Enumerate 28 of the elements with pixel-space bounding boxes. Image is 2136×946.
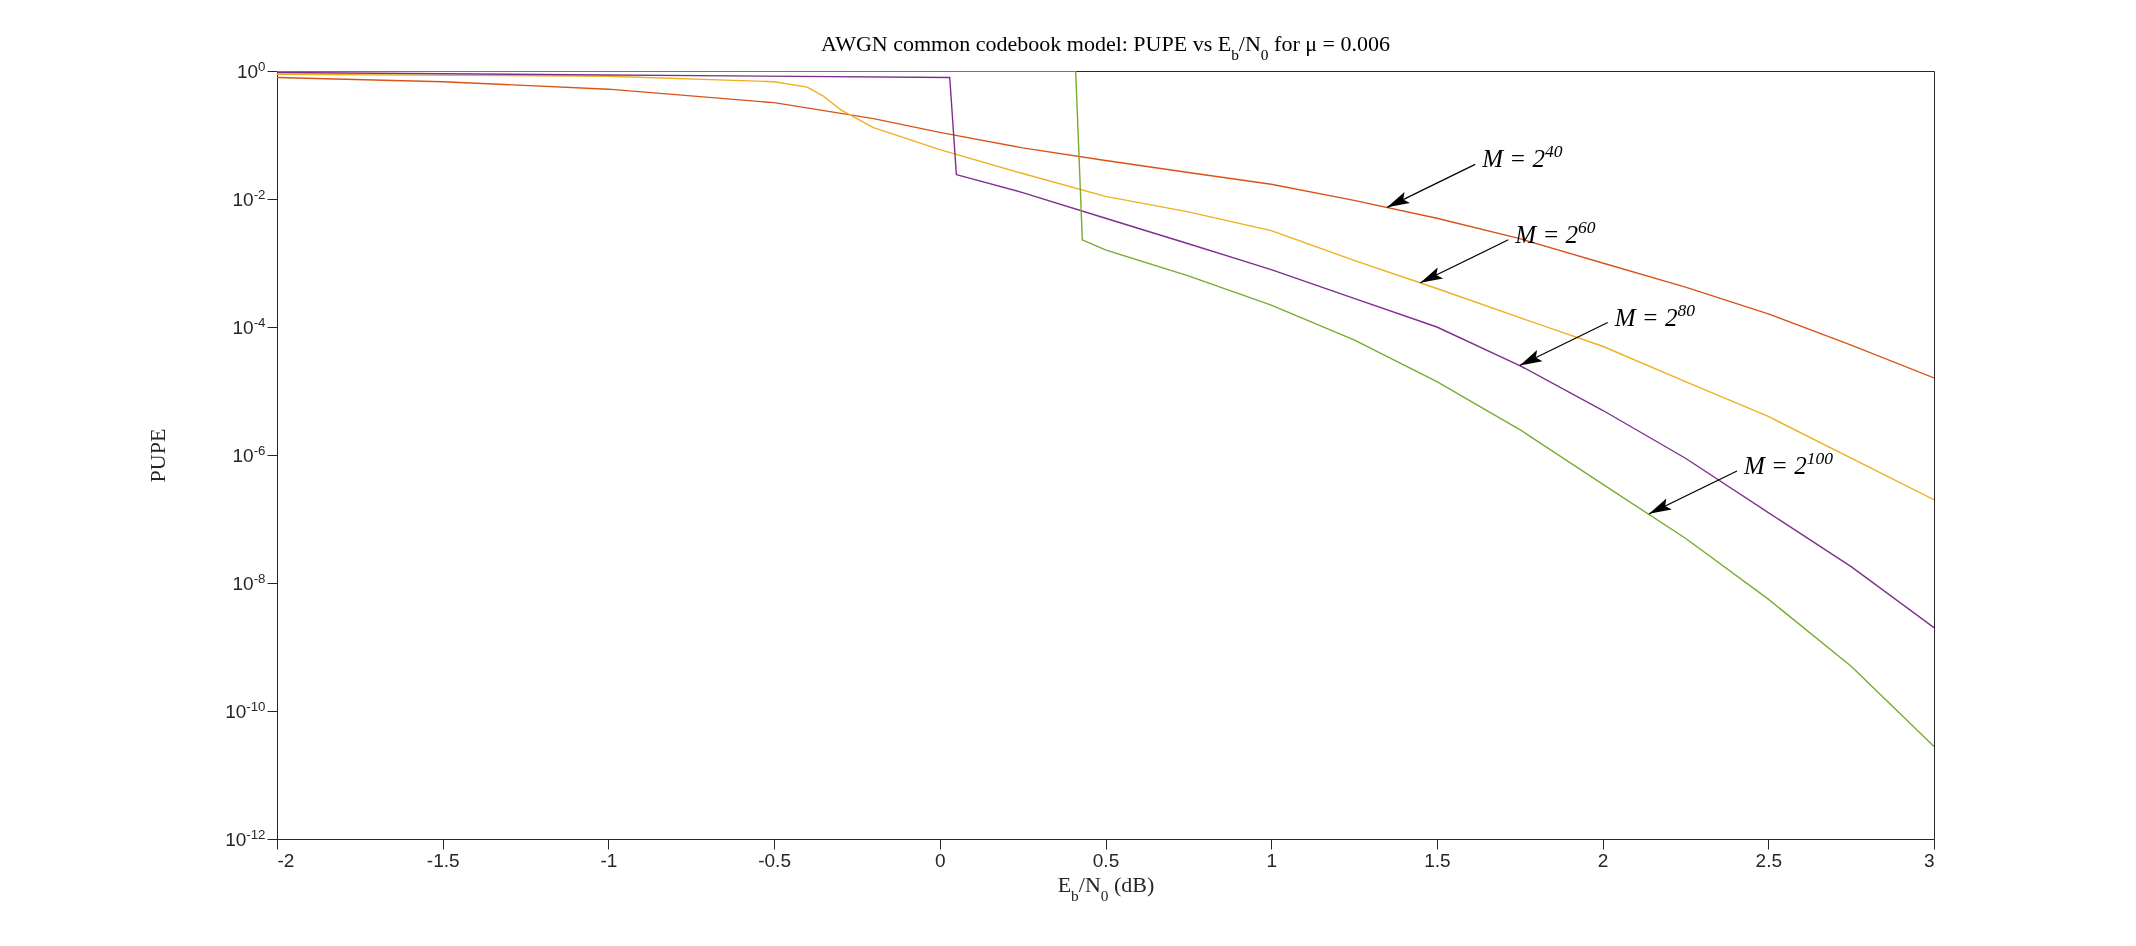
y-axis-title: PUPE xyxy=(145,428,171,483)
annotation: M = 2$^{40}$ xyxy=(1481,141,1563,173)
line-series xyxy=(277,76,1934,379)
x-tick-label: 0 xyxy=(935,849,946,871)
annotation: M = 2$^{100}$ xyxy=(1743,447,1834,479)
x-tick-label: -1 xyxy=(600,849,618,871)
annotation: M = 2$^{80}$ xyxy=(1613,299,1696,331)
y-tick-label: 10$^{-10}$ xyxy=(225,698,266,722)
chart-title: AWGN common codebook model: PUPE vs E$_{b}$/N$_{0}$ for μ = 0.006 xyxy=(821,31,1390,63)
y-tick-label: 10$^{0}$ xyxy=(236,58,266,82)
x-tick-label: 1.5 xyxy=(1424,849,1451,871)
x-tick-label: -0.5 xyxy=(758,849,791,871)
y-tick-label: 10$^{-2}$ xyxy=(232,186,266,210)
x-tick-label: 2.5 xyxy=(1755,849,1783,871)
x-tick-label: 3 xyxy=(1923,849,1935,871)
x-tick-label: 0.5 xyxy=(1092,849,1120,871)
y-tick-label: 10$^{-4}$ xyxy=(232,314,266,338)
y-tick-label: 10$^{-8}$ xyxy=(232,570,266,594)
x-tick-label: 1 xyxy=(1266,849,1277,871)
x-axis-title: E$_{b}$/N$_{0}$ (dB) xyxy=(1057,871,1155,903)
line-series xyxy=(277,73,1934,501)
y-tick-label: 10$^{-12}$ xyxy=(225,826,266,850)
y-tick-label: 10$^{-6}$ xyxy=(232,442,266,466)
x-tick-label: -2 xyxy=(277,849,295,871)
x-tick-label: 2 xyxy=(1597,849,1609,871)
line-series xyxy=(277,71,1934,629)
x-tick-label: -1.5 xyxy=(426,849,460,871)
line-series xyxy=(277,71,1934,748)
